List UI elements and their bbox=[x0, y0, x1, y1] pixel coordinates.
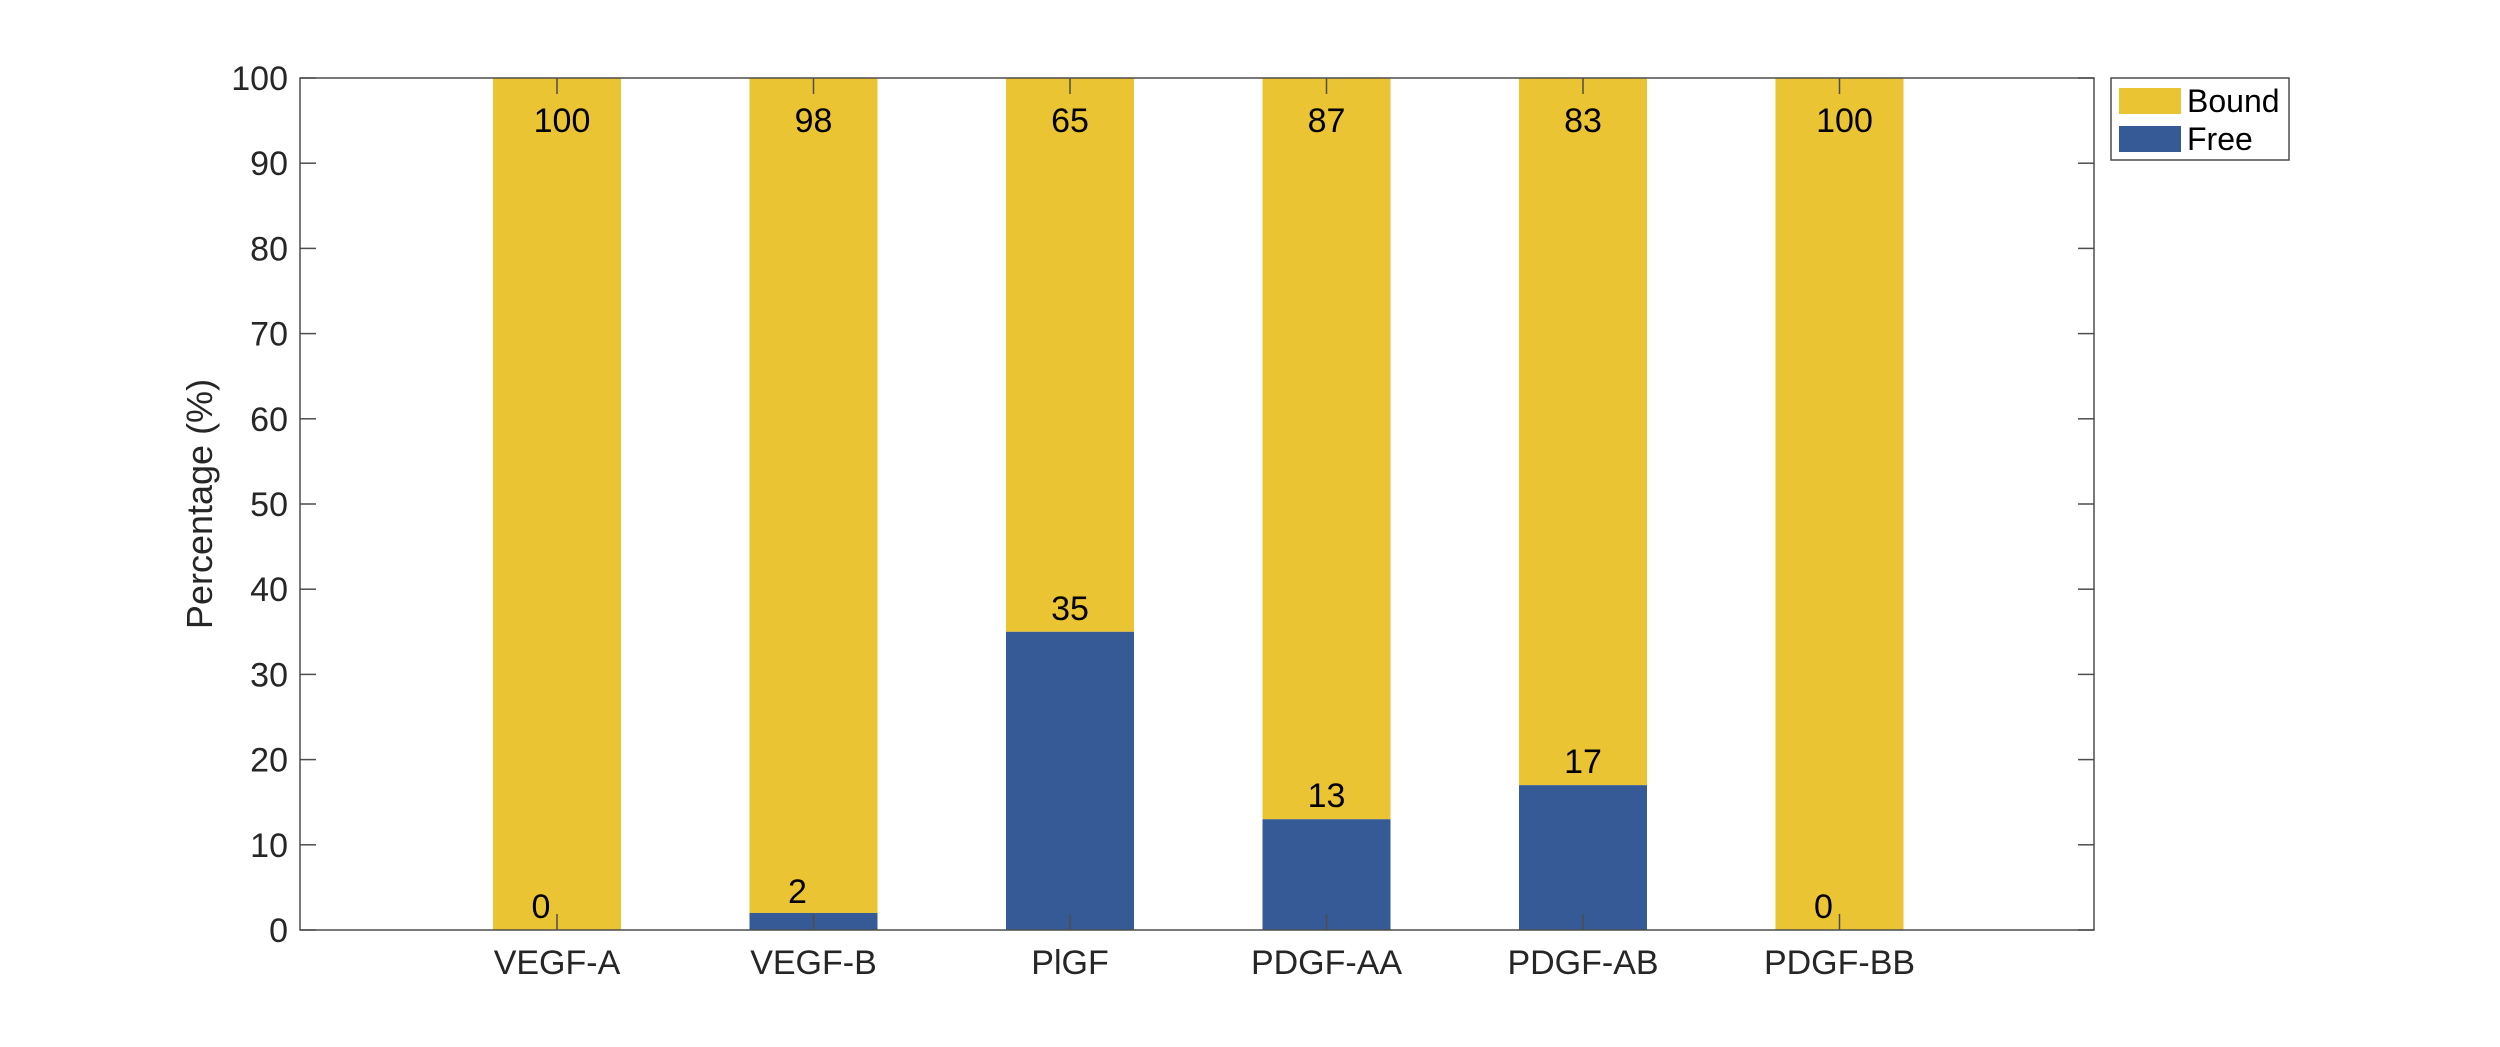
x-tick-label: PDGF-AA bbox=[1251, 944, 1402, 982]
value-label-bound-plgf: 65 bbox=[1051, 102, 1089, 140]
legend-swatch-bound[interactable] bbox=[2119, 88, 2181, 114]
value-label-free-pdgf-aa: 13 bbox=[1308, 777, 1346, 815]
legend-label-free[interactable]: Free bbox=[2187, 121, 2253, 157]
y-tick-label: 10 bbox=[250, 827, 288, 865]
legend-swatch-free[interactable] bbox=[2119, 126, 2181, 152]
y-tick-label: 60 bbox=[250, 401, 288, 439]
value-label-free-vegf-b: 2 bbox=[788, 873, 807, 911]
bar-bound-pdgf-ab bbox=[1519, 78, 1647, 786]
bar-bound-plgf bbox=[1006, 78, 1134, 632]
bar-bound-pdgf-bb bbox=[1775, 78, 1904, 930]
bar-bound-pdgf-aa bbox=[1262, 78, 1391, 820]
value-label-free-vegf-a: 0 bbox=[532, 888, 551, 926]
x-tick-label: PlGF bbox=[1031, 944, 1108, 982]
y-axis-label: Percentage (%) bbox=[179, 379, 220, 629]
value-label-bound-pdgf-aa: 87 bbox=[1308, 102, 1346, 140]
y-tick-label: 40 bbox=[250, 571, 288, 609]
value-label-free-pdgf-ab: 17 bbox=[1564, 743, 1602, 781]
y-tick-label: 100 bbox=[231, 60, 288, 98]
bar-bound-vegf-a bbox=[493, 78, 621, 930]
y-tick-label: 50 bbox=[250, 486, 288, 524]
value-label-bound-pdgf-ab: 83 bbox=[1564, 102, 1602, 140]
legend-label-bound[interactable]: Bound bbox=[2187, 83, 2280, 119]
bars-layer bbox=[493, 78, 1904, 930]
x-tick-label: VEGF-B bbox=[750, 944, 877, 982]
value-labels-layer: 100 0 98 2 65 35 87 13 83 17 100 0 bbox=[532, 102, 1873, 926]
y-tick-label: 70 bbox=[250, 316, 288, 354]
x-tick-label: PDGF-AB bbox=[1507, 944, 1658, 982]
y-tick-label: 90 bbox=[250, 145, 288, 183]
value-label-bound-vegf-b: 98 bbox=[795, 102, 833, 140]
bar-free-plgf bbox=[1006, 631, 1134, 930]
bar-bound-vegf-b bbox=[749, 78, 878, 913]
x-axis: VEGF-A VEGF-B PlGF PDGF-AA PDGF-AB PDGF-BB bbox=[494, 78, 1915, 982]
x-tick-label: VEGF-A bbox=[494, 944, 621, 982]
y-tick-label: 0 bbox=[269, 912, 288, 950]
bar-free-pdgf-ab bbox=[1519, 785, 1647, 930]
value-label-bound-vegf-a: 100 bbox=[534, 102, 591, 140]
y-tick-label: 30 bbox=[250, 656, 288, 694]
x-tick-label: PDGF-BB bbox=[1764, 944, 1915, 982]
value-label-free-pdgf-bb: 0 bbox=[1814, 888, 1833, 926]
y-tick-label: 80 bbox=[250, 230, 288, 268]
value-label-bound-pdgf-bb: 100 bbox=[1816, 102, 1873, 140]
bar-free-pdgf-aa bbox=[1262, 819, 1391, 930]
y-tick-label: 20 bbox=[250, 742, 288, 780]
value-label-free-plgf: 35 bbox=[1051, 590, 1089, 628]
